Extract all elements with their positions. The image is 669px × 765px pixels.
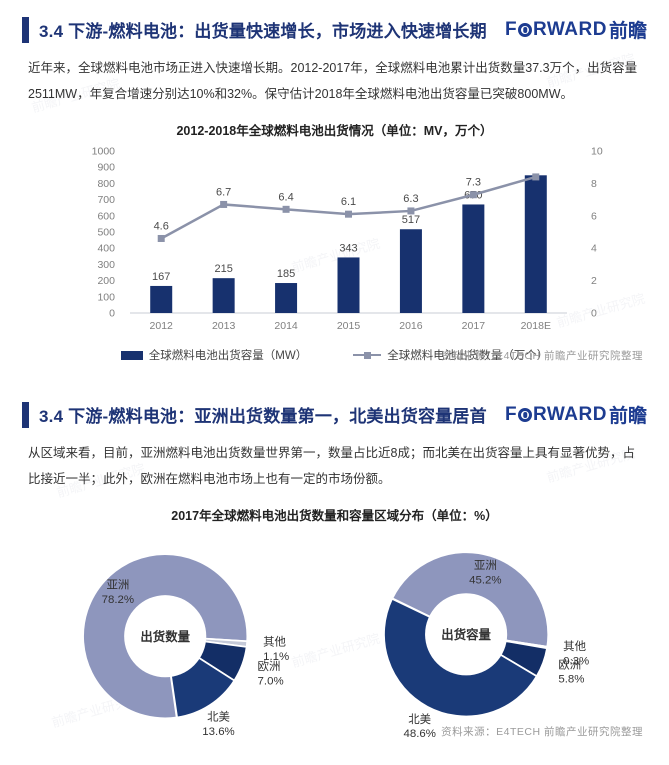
title-accent-bar	[22, 401, 29, 428]
svg-text:0: 0	[591, 308, 597, 320]
title-accent-bar	[22, 16, 29, 43]
svg-text:900: 900	[97, 162, 115, 174]
forward-logo: F RWARD 前瞻	[505, 401, 647, 428]
svg-text:8: 8	[591, 178, 597, 190]
donut-chart-row: 出货数量 亚洲 78.2% 其他 1.1% 欧洲 7.0% 北美 13.6% 出货容量 亚洲 45.…	[22, 526, 647, 756]
logo-text-en: F RWARD	[504, 18, 607, 40]
svg-text:其他0.3%: 其他 0.3%	[563, 640, 589, 667]
svg-text:6.7: 6.7	[215, 187, 230, 199]
svg-text:2013: 2013	[211, 320, 235, 332]
logo-text-cn: 前瞻	[608, 406, 647, 427]
svg-text:4: 4	[591, 243, 597, 255]
line-series-swatch	[353, 351, 382, 359]
svg-text:6.1: 6.1	[340, 196, 355, 208]
svg-text:800: 800	[97, 178, 115, 190]
svg-text:600: 600	[97, 211, 115, 223]
logo-o-icon	[518, 408, 533, 422]
svg-text:2018E: 2018E	[520, 320, 550, 332]
svg-text:185: 185	[276, 268, 294, 280]
slide-title: 3.4 下游-燃料电池：亚洲出货数量第一，北美出货容量居首	[39, 407, 487, 426]
svg-text:1000: 1000	[91, 146, 115, 158]
donut-charts-title: 2017年全球燃料电池出货数量和容量区域分布（单位：%）	[171, 509, 498, 524]
svg-text:欧洲7.0%: 欧洲 7.0%	[258, 660, 284, 687]
svg-text:343: 343	[339, 243, 357, 255]
shipment-capacity-donut-chart: 出货容量 亚洲 45.2% 其他 0.3%欧洲 5.8% 北美 48.6%	[382, 551, 589, 740]
legend-label-capacity: 全球燃料电池出货容量（MW）	[148, 350, 308, 363]
svg-text:400: 400	[97, 243, 115, 255]
logo-text-en: F RWARD	[504, 403, 607, 425]
slide-header: 3.4 下游-燃料电池：出货量快速增长，市场进入快速增长期 F RWARD 前瞻	[22, 16, 647, 43]
chart-legend: 全球燃料电池出货容量（MW） 全球燃料电池出货数量（万个）	[22, 347, 647, 363]
slide-shipment-growth: 3.4 下游-燃料电池：出货量快速增长，市场进入快速增长期 F RWARD 前瞻 …	[0, 0, 669, 377]
svg-text:167: 167	[152, 271, 170, 283]
logo-text-cn: 前瞻	[608, 21, 647, 42]
svg-text:6.4: 6.4	[278, 192, 293, 204]
legend-item-capacity: 全球燃料电池出货容量（MW）	[120, 347, 308, 363]
logo-o-figure	[523, 27, 527, 33]
svg-text:300: 300	[97, 259, 115, 271]
svg-text:517: 517	[401, 214, 419, 226]
svg-text:4.6: 4.6	[153, 221, 168, 233]
intro-paragraph: 从区域来看，目前，亚洲燃料电池出货数量世界第一，数量占比近8成；而北美在出货容量…	[28, 446, 635, 486]
svg-text:2017: 2017	[461, 320, 485, 332]
svg-text:0: 0	[109, 308, 115, 320]
svg-text:2012: 2012	[149, 320, 173, 332]
svg-text:出货容量: 出货容量	[441, 627, 491, 642]
forward-logo: F RWARD 前瞻	[505, 16, 647, 43]
svg-text:2: 2	[591, 275, 597, 287]
slide-regional-distribution: 3.4 下游-燃料电池：亚洲出货数量第一，北美出货容量居首 F RWARD 前瞻 …	[0, 377, 669, 765]
legend-item-quantity: 全球燃料电池出货数量（万个）	[353, 347, 548, 363]
svg-text:6: 6	[591, 211, 597, 223]
shipment-quantity-donut-chart: 出货数量 亚洲 78.2% 其他 1.1%欧洲 7.0% 北美 13.6%	[82, 553, 289, 738]
svg-text:2015: 2015	[336, 320, 360, 332]
logo-o-icon	[518, 23, 533, 37]
intro-paragraph: 近年来，全球燃料电池市场正进入快速增长期。2012-2017年，全球燃料电池累计…	[28, 61, 638, 101]
svg-text:6.3: 6.3	[403, 193, 418, 205]
source-note: 资料来源：E4TECH 前瞻产业研究院整理	[441, 726, 643, 738]
legend-label-quantity: 全球燃料电池出货数量（万个）	[387, 350, 549, 363]
svg-text:500: 500	[97, 227, 115, 239]
line-swatch-marker	[363, 351, 371, 359]
slide-header: 3.4 下游-燃料电池：亚洲出货数量第一，北美出货容量居首 F RWARD 前瞻	[22, 401, 647, 428]
shipments-bar-line-chart: 0 100 200 300 400 500 600 700 800 900 1000 0 2 4 6 8 10 2…	[91, 146, 603, 333]
combo-chart-title: 2012-2018年全球燃料电池出货情况（单位：MV，万个）	[176, 124, 493, 139]
svg-text:7.3: 7.3	[465, 177, 480, 189]
logo-o-figure	[523, 412, 527, 418]
svg-text:700: 700	[97, 194, 115, 206]
source-note: 资料来源：E4TECH 前瞻产业研究院整理	[441, 350, 643, 362]
bar-series-swatch	[120, 350, 143, 360]
svg-text:215: 215	[214, 263, 232, 275]
svg-text:2014: 2014	[274, 320, 298, 332]
svg-text:其他1.1%: 其他 1.1%	[263, 636, 289, 663]
svg-text:2016: 2016	[399, 320, 423, 332]
svg-text:出货数量: 出货数量	[140, 629, 190, 644]
slide-title: 3.4 下游-燃料电池：出货量快速增长，市场进入快速增长期	[39, 22, 487, 41]
svg-text:200: 200	[97, 275, 115, 287]
svg-text:100: 100	[97, 292, 115, 304]
svg-text:10: 10	[591, 146, 603, 158]
svg-text:欧洲5.8%: 欧洲 5.8%	[558, 659, 584, 686]
